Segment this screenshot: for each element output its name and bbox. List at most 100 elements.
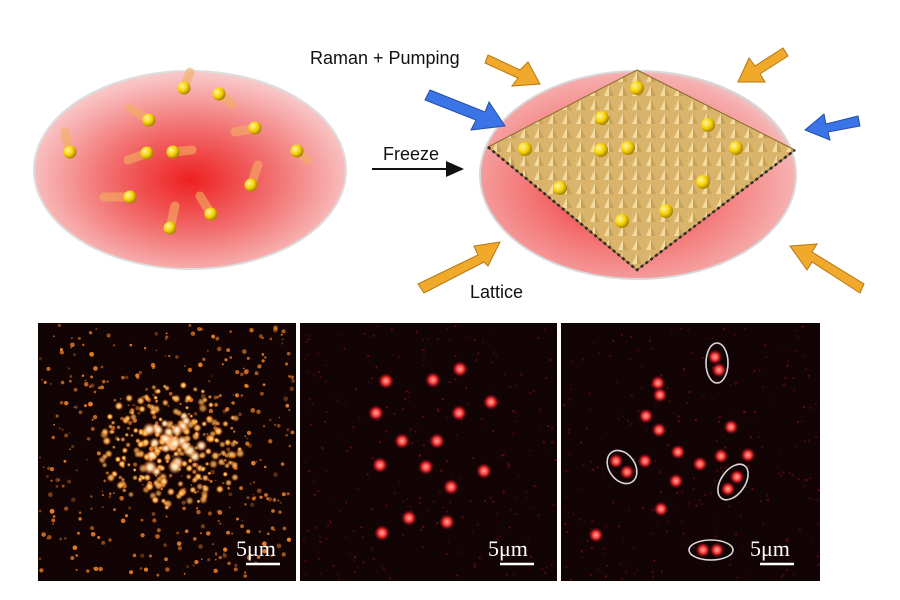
atom-spot — [619, 464, 635, 480]
photon-count — [90, 507, 93, 510]
noise-pixel — [633, 572, 636, 575]
photon-count — [47, 535, 52, 540]
photon-count — [261, 353, 265, 356]
photon-count — [118, 460, 126, 468]
photon-count — [78, 410, 83, 415]
photon-count — [290, 430, 295, 435]
photon-count — [89, 351, 95, 357]
noise-pixel — [566, 531, 569, 534]
atom-spot — [439, 514, 455, 530]
pair-ellipse — [606, 449, 638, 485]
bright-spot — [167, 459, 183, 475]
photon-count — [196, 509, 201, 515]
photon-count — [241, 519, 244, 522]
photon-count — [282, 526, 287, 531]
photon-count — [60, 380, 65, 385]
photon-count — [211, 543, 215, 546]
noise-pixel — [483, 423, 486, 426]
noise-pixel — [685, 464, 688, 467]
noise-pixel — [421, 525, 424, 528]
noise-pixel — [765, 356, 768, 359]
photon-count — [200, 524, 205, 529]
noise-pixel — [499, 535, 502, 538]
noise-pixel — [720, 466, 723, 469]
photon-count — [180, 475, 183, 477]
noise-pixel — [409, 505, 412, 508]
photon-count — [119, 397, 122, 400]
noise-pixel — [310, 423, 313, 426]
noise-pixel — [525, 490, 528, 493]
atom-spot — [709, 542, 725, 558]
noise-pixel — [681, 490, 684, 493]
photon-count — [108, 495, 112, 499]
photon-count — [155, 534, 160, 539]
noise-pixel — [550, 563, 553, 566]
noise-pixel — [633, 469, 636, 472]
bright-spot — [145, 449, 159, 462]
photon-count — [259, 495, 263, 499]
noise-pixel — [316, 352, 319, 355]
noise-pixel — [590, 547, 593, 550]
photon-count — [221, 481, 225, 485]
photon-count — [291, 379, 295, 383]
noise-pixel — [666, 530, 669, 533]
noise-pixel — [304, 357, 307, 360]
photon-count — [263, 465, 267, 469]
noise-pixel — [370, 507, 373, 510]
noise-pixel — [579, 542, 582, 545]
pair-ellipse — [688, 539, 734, 561]
noise-pixel — [360, 526, 363, 529]
atom — [594, 143, 608, 157]
photon-count — [106, 413, 114, 421]
photon-count — [129, 433, 134, 438]
noise-pixel — [695, 504, 698, 507]
atom — [518, 142, 532, 156]
noise-pixel — [356, 566, 359, 569]
photon-count — [46, 366, 51, 371]
noise-pixel — [509, 385, 512, 388]
photon-count — [70, 342, 75, 348]
noise-pixel — [332, 564, 335, 567]
photon-count — [268, 439, 273, 444]
noise-pixel — [659, 471, 662, 474]
photon-count — [165, 567, 170, 572]
photon-count — [273, 423, 277, 426]
photon-count — [290, 375, 295, 380]
single-atom-fluorescence — [302, 325, 557, 580]
noise-pixel — [782, 471, 785, 474]
photon-count — [211, 334, 216, 339]
photon-count — [81, 374, 85, 377]
noise-pixel — [480, 417, 483, 420]
noise-pixel — [465, 387, 468, 390]
photon-count — [285, 433, 288, 437]
photon-count — [218, 440, 226, 449]
photon-count — [168, 473, 173, 478]
freeze-label: Freeze — [383, 144, 439, 164]
noise-pixel — [366, 473, 369, 476]
photon-count — [164, 355, 167, 357]
noise-pixel — [661, 570, 664, 573]
pair-ellipse — [705, 342, 729, 384]
noise-pixel — [473, 565, 476, 568]
photon-count — [73, 387, 78, 392]
noise-pixel — [789, 559, 792, 562]
noise-pixel — [585, 427, 588, 430]
noise-pixel — [640, 365, 643, 368]
noise-pixel — [692, 487, 695, 490]
photon-count — [192, 537, 197, 541]
noise-pixel — [349, 446, 352, 449]
photon-count — [189, 414, 194, 419]
photon-count — [286, 492, 290, 496]
photon-count — [264, 356, 267, 359]
photon-count — [92, 414, 98, 420]
photon-count — [223, 462, 231, 469]
photon-count — [186, 565, 190, 568]
noise-pixel — [489, 332, 492, 335]
noise-pixel — [413, 406, 416, 409]
photon-count — [39, 456, 41, 459]
photon-count — [148, 554, 152, 558]
noise-pixel — [512, 573, 515, 576]
noise-pixel — [751, 419, 754, 422]
noise-pixel — [779, 452, 782, 455]
photon-count — [192, 564, 195, 567]
